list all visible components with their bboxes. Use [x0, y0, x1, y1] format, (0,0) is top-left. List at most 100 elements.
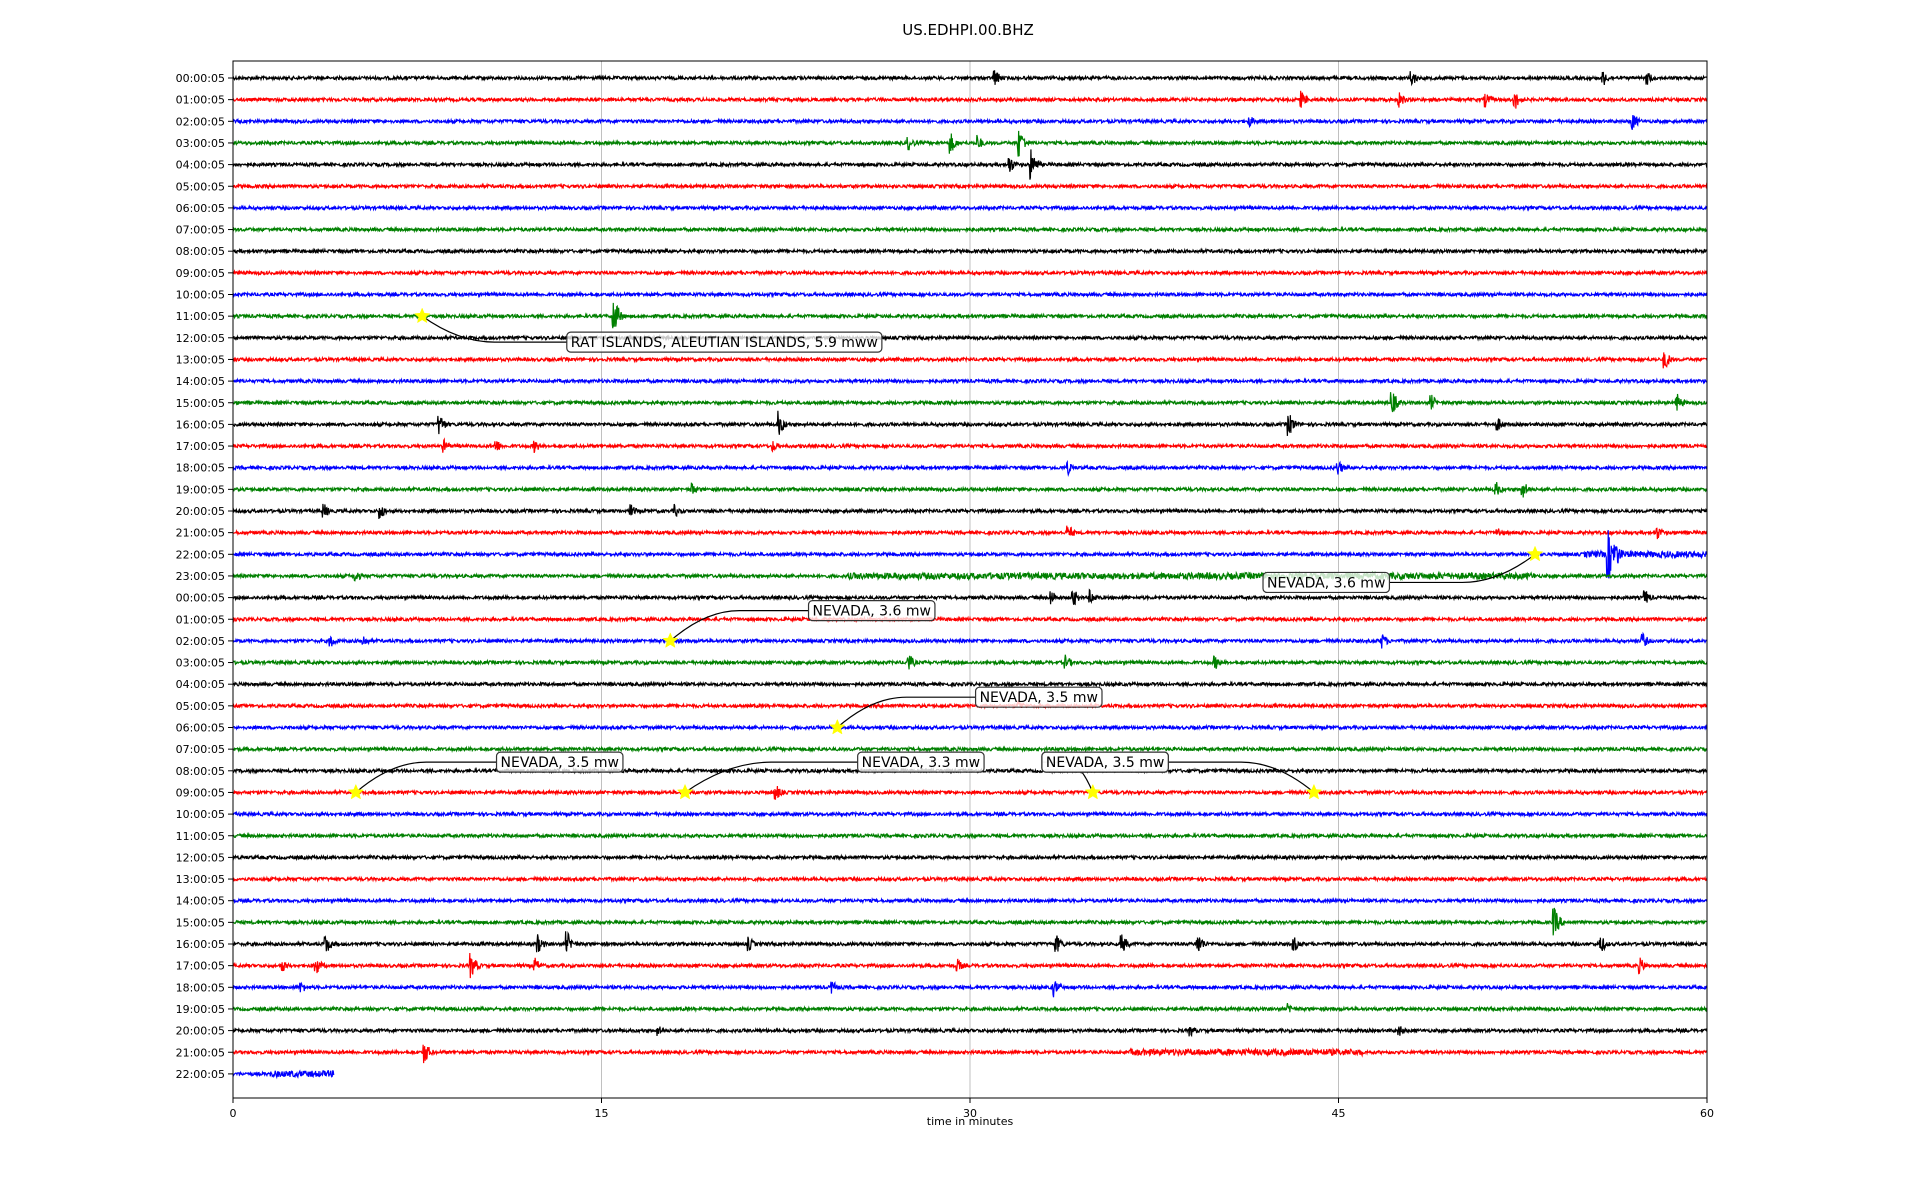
- row-time-label-31: 07:00:05: [176, 743, 225, 756]
- row-time-label-17: 17:00:05: [176, 440, 225, 453]
- trace-row-40: [232, 931, 1708, 953]
- trace-row-7: [232, 225, 1708, 234]
- trace-row-19: [232, 481, 1708, 498]
- row-time-label-13: 13:00:05: [176, 353, 225, 366]
- trace-row-12: [232, 333, 1708, 342]
- row-time-label-39: 15:00:05: [176, 916, 225, 929]
- trace-row-42: [232, 981, 1708, 998]
- event-label-box-3: [974, 686, 1103, 708]
- row-time-label-34: 10:00:05: [176, 808, 225, 821]
- row-time-label-44: 20:00:05: [176, 1025, 225, 1038]
- event-label-3: NEVADA, 3.5 mw: [980, 690, 1098, 706]
- chart-title: US.EDHPI.00.BHZ: [902, 21, 1034, 39]
- trace-row-29: [232, 699, 1708, 710]
- row-time-label-16: 16:00:05: [176, 418, 225, 431]
- row-time-label-35: 11:00:05: [176, 830, 225, 843]
- row-time-label-28: 04:00:05: [176, 678, 225, 691]
- row-time-label-32: 08:00:05: [176, 765, 225, 778]
- row-time-label-0: 00:00:05: [176, 72, 225, 85]
- trace-row-46: [232, 1069, 335, 1080]
- event-connector-3: [836, 696, 976, 728]
- trace-row-34: [232, 810, 1708, 819]
- event-annotations: RAT ISLANDS, ALEUTIAN ISLANDS, 5.9 mww NE…: [347, 307, 1544, 800]
- trace-row-13: [232, 352, 1708, 369]
- trace-row-35: [232, 831, 1708, 840]
- event-connector-4: [355, 761, 497, 793]
- trace-row-1: [232, 90, 1708, 109]
- x-axis-ticks: 0 15 30 45 60: [230, 1098, 1714, 1120]
- trace-row-17: [232, 437, 1708, 454]
- trace-row-6: [232, 203, 1708, 212]
- event-connector-7: [1168, 761, 1315, 793]
- event-label-box-2: [807, 599, 936, 622]
- trace-row-8: [232, 247, 1708, 256]
- trace-row-24: [232, 588, 1708, 606]
- event-star-7: [1305, 783, 1323, 800]
- event-label-0: RAT ISLANDS, ALEUTIAN ISLANDS, 5.9 mww: [571, 335, 878, 351]
- event-label-box-5: [857, 751, 985, 773]
- row-time-label-25: 01:00:05: [176, 613, 225, 626]
- event-connector-0: [421, 315, 567, 343]
- row-time-label-46: 22:00:05: [176, 1068, 225, 1081]
- x-tick-label-1: 15: [595, 1107, 609, 1120]
- event-star-1: [1526, 545, 1544, 562]
- row-time-label-26: 02:00:05: [176, 635, 225, 648]
- row-time-label-8: 08:00:05: [176, 245, 225, 258]
- row-time-label-6: 06:00:05: [176, 202, 225, 215]
- row-time-label-36: 12:00:05: [176, 851, 225, 864]
- event-label-4: NEVADA, 3.5 mw: [501, 755, 619, 771]
- row-time-label-37: 13:00:05: [176, 873, 225, 886]
- event-connector-2: [669, 609, 809, 642]
- row-time-label-1: 01:00:05: [176, 94, 225, 107]
- trace-row-10: [232, 290, 1708, 299]
- event-label-7: NEVADA, 3.5 mw: [1046, 755, 1164, 771]
- row-time-label-2: 02:00:05: [176, 115, 225, 128]
- x-tick-label-0: 0: [230, 1107, 237, 1120]
- row-time-label-21: 21:00:05: [176, 527, 225, 540]
- trace-row-22: [232, 530, 1708, 579]
- event-label-box-4: [495, 751, 624, 773]
- row-time-label-24: 00:00:05: [176, 592, 225, 605]
- trace-row-14: [232, 377, 1708, 386]
- event-label-1: NEVADA, 3.6 mw: [1267, 575, 1385, 591]
- trace-row-38: [232, 896, 1708, 905]
- row-time-label-12: 12:00:05: [176, 332, 225, 345]
- trace-row-4: [232, 149, 1708, 180]
- trace-row-27: [232, 654, 1708, 670]
- event-star-2: [662, 632, 679, 648]
- trace-row-3: [232, 130, 1708, 157]
- trace-row-25: [232, 615, 1708, 624]
- row-time-label-40: 16:00:05: [176, 938, 225, 951]
- row-time-label-42: 18:00:05: [176, 981, 225, 994]
- trace-row-26: [232, 631, 1708, 649]
- trace-row-36: [232, 853, 1708, 862]
- row-time-label-30: 06:00:05: [176, 722, 225, 735]
- trace-row-30: [232, 723, 1708, 732]
- trace-row-11: [232, 302, 1708, 329]
- trace-row-45: [232, 1044, 1708, 1064]
- row-time-label-3: 03:00:05: [176, 137, 225, 150]
- row-time-label-18: 18:00:05: [176, 462, 225, 475]
- row-time-label-43: 19:00:05: [176, 1003, 225, 1016]
- x-tick-label-4: 60: [1700, 1107, 1714, 1120]
- row-time-label-7: 07:00:05: [176, 224, 225, 237]
- trace-row-21: [232, 525, 1708, 540]
- event-connector-5: [684, 761, 858, 793]
- trace-row-31: [232, 745, 1708, 753]
- row-time-label-38: 14:00:05: [176, 895, 225, 908]
- event-label-box-1: [1262, 571, 1391, 594]
- trace-row-0: [232, 70, 1708, 87]
- trace-row-16: [232, 410, 1708, 436]
- trace-row-33: [232, 785, 1708, 800]
- row-time-label-23: 23:00:05: [176, 570, 225, 583]
- row-time-label-22: 22:00:05: [176, 548, 225, 561]
- row-time-label-15: 15:00:05: [176, 397, 225, 410]
- trace-row-15: [232, 392, 1708, 413]
- row-time-label-9: 09:00:05: [176, 267, 225, 280]
- trace-row-9: [232, 268, 1708, 277]
- row-time-label-10: 10:00:05: [176, 289, 225, 302]
- row-time-label-5: 05:00:05: [176, 180, 225, 193]
- trace-row-39: [232, 907, 1708, 936]
- trace-row-43: [232, 1002, 1708, 1013]
